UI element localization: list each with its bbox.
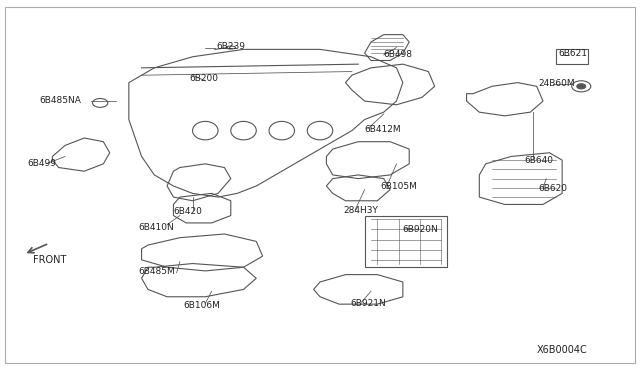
- Text: 6B239: 6B239: [216, 42, 245, 51]
- Text: 6B105M: 6B105M: [381, 182, 417, 191]
- Bar: [556, 49, 588, 64]
- Text: 6B420: 6B420: [173, 206, 202, 216]
- Text: 6B921N: 6B921N: [351, 299, 387, 308]
- Text: 6B200: 6B200: [189, 74, 218, 83]
- Text: 6B485NA: 6B485NA: [40, 96, 81, 105]
- Text: 6B620: 6B620: [538, 185, 567, 193]
- Text: 6B621: 6B621: [558, 49, 588, 58]
- Bar: [365, 215, 447, 267]
- Text: 6B920N: 6B920N: [403, 225, 438, 234]
- Text: 6B410N: 6B410N: [138, 223, 174, 232]
- Text: 6B106M: 6B106M: [183, 301, 220, 311]
- Text: 6B485M: 6B485M: [138, 267, 175, 276]
- Text: 6B498: 6B498: [384, 50, 413, 59]
- Text: 24B60M: 24B60M: [539, 79, 575, 88]
- Circle shape: [577, 84, 586, 89]
- Text: 6B499: 6B499: [27, 159, 56, 169]
- Text: 6B640: 6B640: [524, 155, 553, 165]
- Text: 6B412M: 6B412M: [365, 125, 401, 134]
- Text: 284H3Y: 284H3Y: [343, 206, 378, 215]
- Text: FRONT: FRONT: [33, 255, 67, 265]
- Text: X6B0004C: X6B0004C: [537, 345, 588, 355]
